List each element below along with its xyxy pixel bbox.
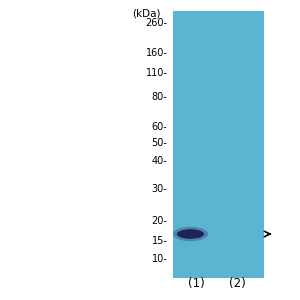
Text: 10-: 10- [152, 254, 167, 265]
Text: 20-: 20- [152, 215, 167, 226]
Text: 30-: 30- [152, 184, 167, 194]
Text: (2): (2) [229, 277, 245, 290]
Ellipse shape [177, 229, 204, 239]
Ellipse shape [173, 227, 208, 241]
Text: 50-: 50- [152, 137, 167, 148]
Text: 110-: 110- [146, 68, 167, 79]
Text: (1): (1) [188, 277, 205, 290]
Text: 160-: 160- [146, 47, 167, 58]
Text: 260-: 260- [146, 17, 167, 28]
Text: 15-: 15- [152, 236, 167, 247]
Text: 40-: 40- [152, 155, 167, 166]
Text: 60-: 60- [152, 122, 167, 133]
Text: 80-: 80- [152, 92, 167, 103]
FancyBboxPatch shape [172, 11, 264, 278]
Text: (kDa): (kDa) [132, 8, 160, 18]
